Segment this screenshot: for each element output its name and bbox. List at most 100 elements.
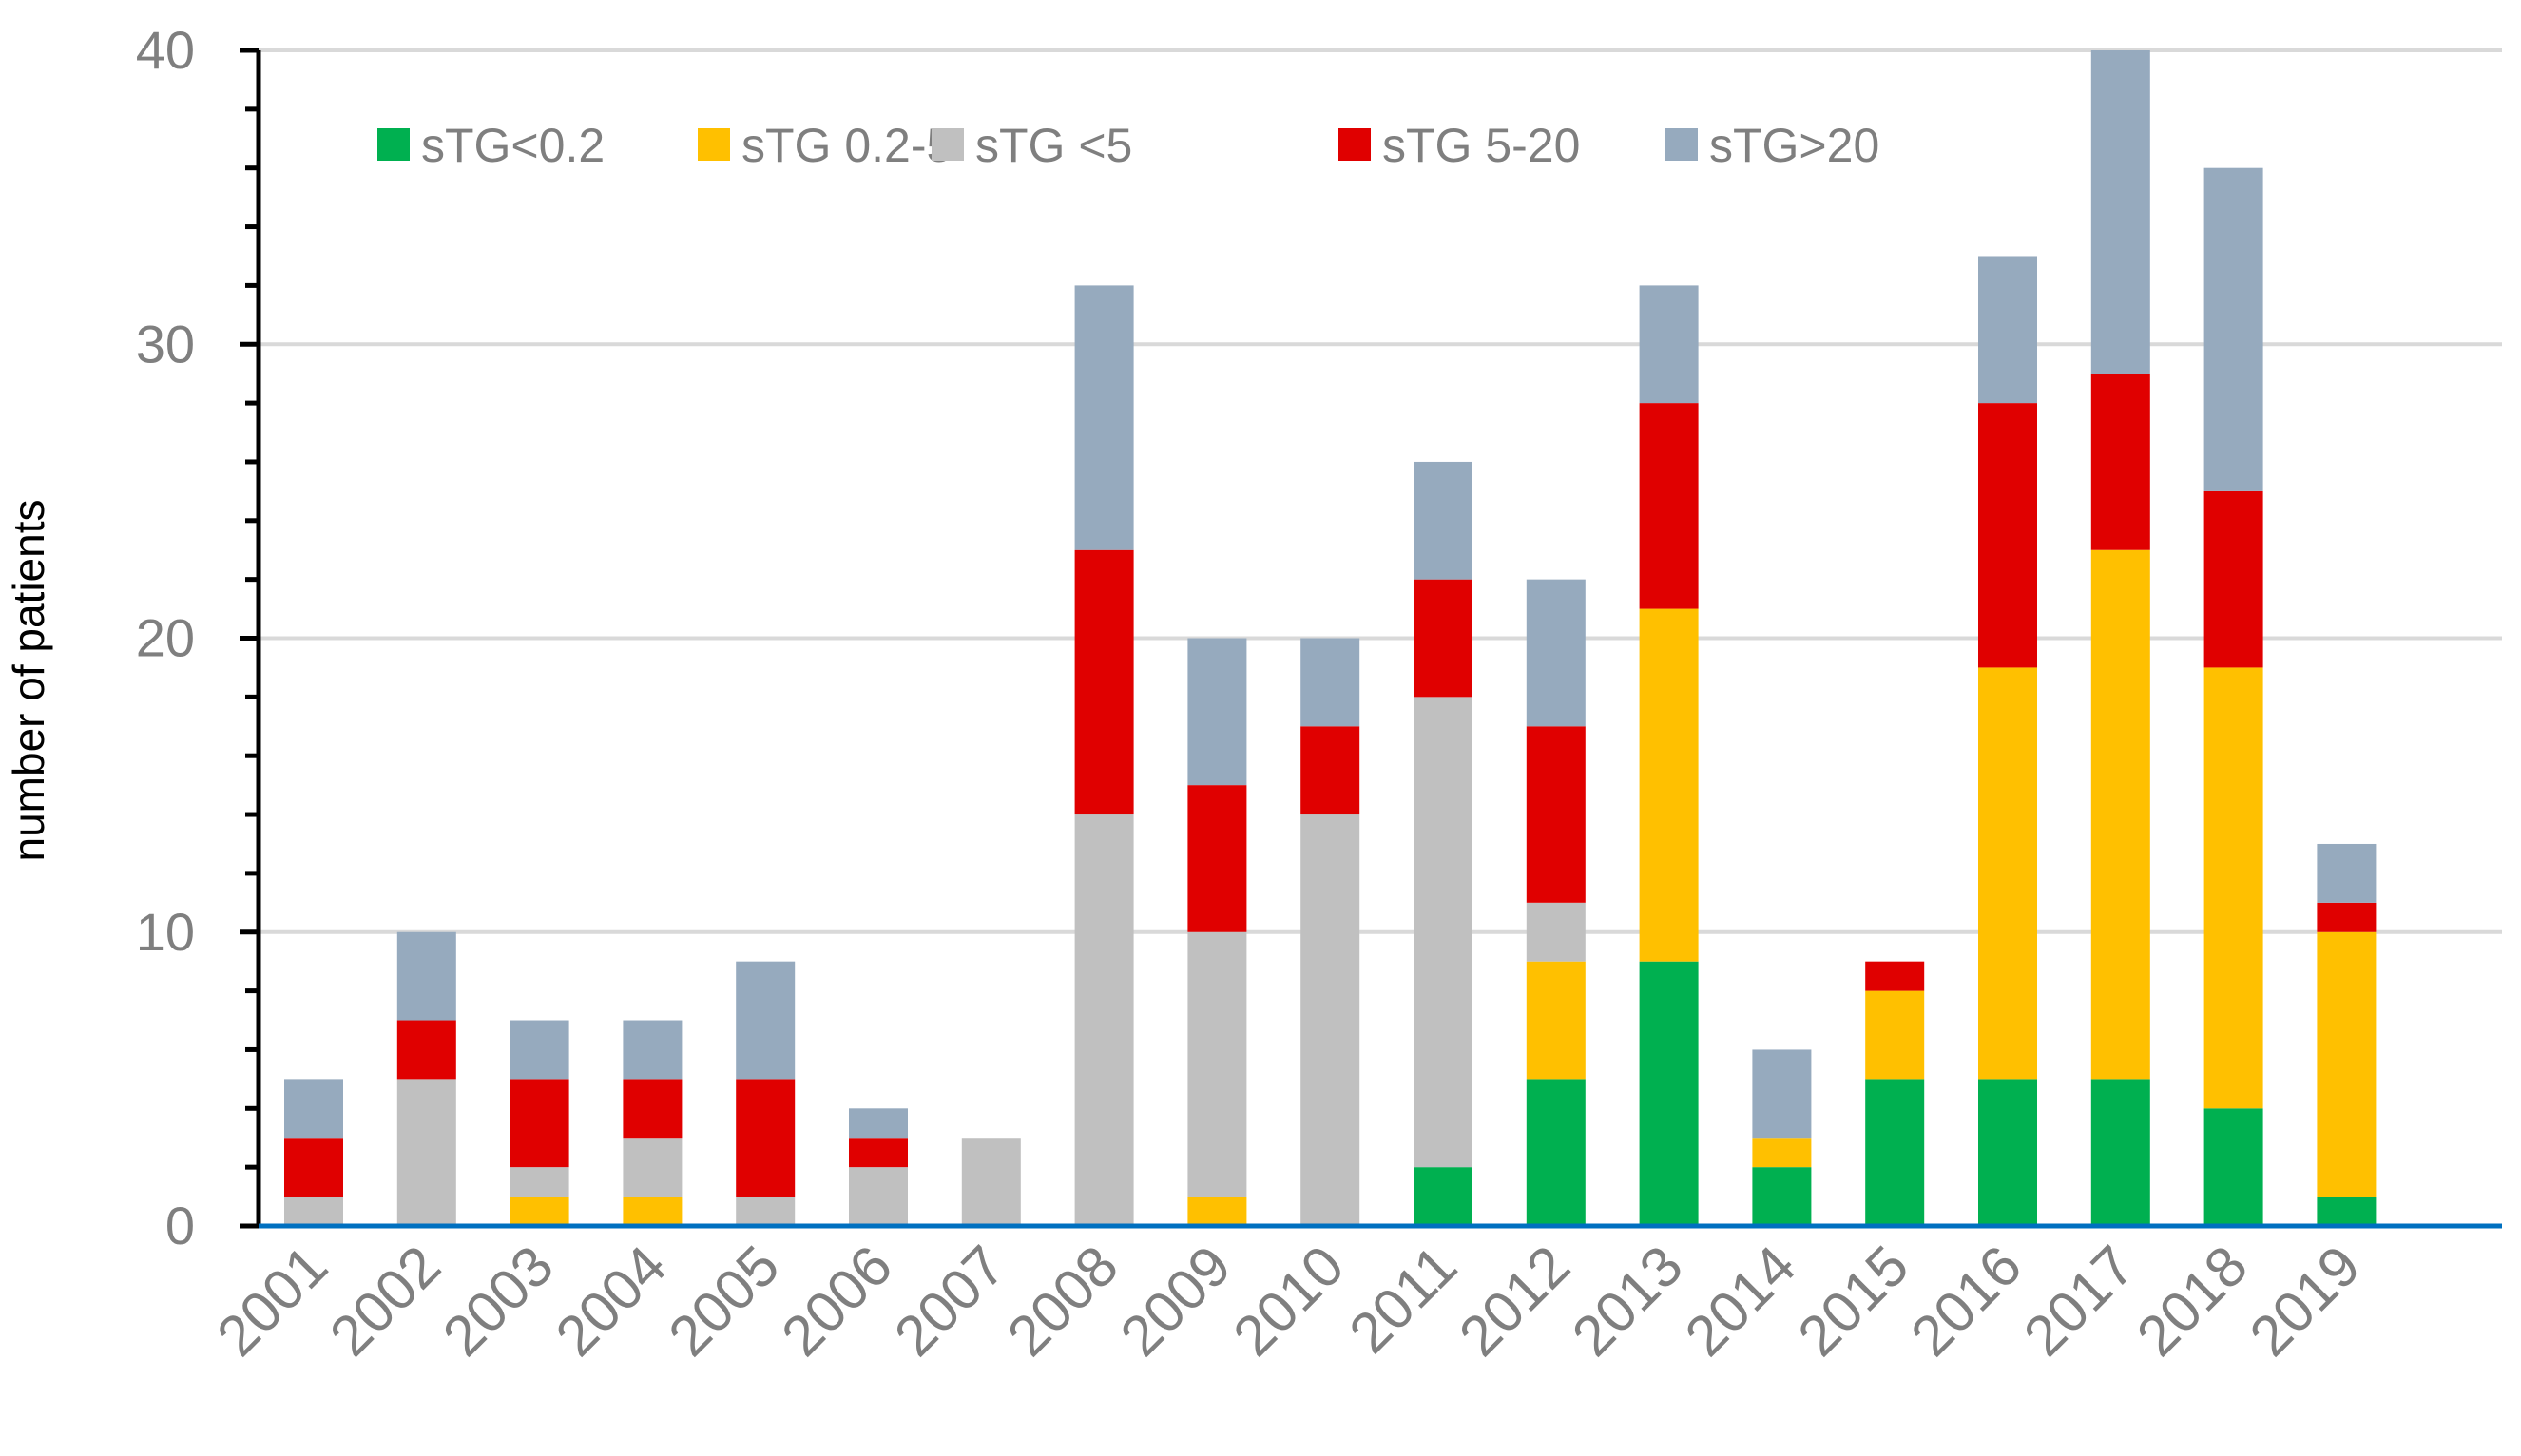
bar-2009-series-4 xyxy=(1187,638,1247,786)
bar-2001-series-2 xyxy=(284,1197,343,1226)
legend-label-4: sTG>20 xyxy=(1709,119,1879,172)
bar-2012-series-2 xyxy=(1526,902,1586,962)
bar-2012-series-0 xyxy=(1526,1079,1586,1226)
legend-label-0: sTG<0.2 xyxy=(421,119,605,172)
bar-2006-series-3 xyxy=(849,1138,908,1168)
bar-2018-series-1 xyxy=(2203,667,2263,1109)
bar-2017-series-1 xyxy=(2090,549,2150,1080)
bar-2013-series-0 xyxy=(1639,961,1699,1226)
gridlines xyxy=(259,48,2502,934)
bar-2011-series-4 xyxy=(1414,461,1472,580)
bar-2004-series-4 xyxy=(623,1020,683,1080)
x-tick-label-2007: 2007 xyxy=(882,1234,1017,1369)
bar-2005-series-3 xyxy=(736,1079,796,1197)
x-tick-label-2009: 2009 xyxy=(1108,1234,1243,1369)
bar-2013-series-4 xyxy=(1639,285,1699,404)
y-tick-labels: 0 10 20 30 40 xyxy=(136,20,195,1255)
bar-2014-series-4 xyxy=(1752,1049,1812,1139)
bar-2003-series-1 xyxy=(510,1197,569,1226)
bar-2017-series-4 xyxy=(2090,50,2150,374)
x-tick-label-2002: 2002 xyxy=(318,1234,452,1369)
bar-2008-series-4 xyxy=(1074,285,1134,550)
axes xyxy=(240,48,2502,1229)
y-axis-title: number of patients xyxy=(4,499,53,861)
bar-2002-series-3 xyxy=(396,1020,456,1080)
bar-2015-series-1 xyxy=(1865,990,1925,1080)
bar-2018-series-0 xyxy=(2203,1108,2263,1226)
bar-2017-series-3 xyxy=(2090,374,2150,550)
x-tick-label-2016: 2016 xyxy=(1898,1234,2033,1369)
x-tick-label-2006: 2006 xyxy=(769,1234,904,1369)
bar-2005-series-2 xyxy=(736,1197,796,1226)
bar-2013-series-3 xyxy=(1639,403,1699,609)
bar-2003-series-2 xyxy=(510,1167,569,1197)
bar-2012-series-3 xyxy=(1526,726,1586,903)
bar-2012-series-4 xyxy=(1526,579,1586,727)
x-tick-label-2001: 2001 xyxy=(204,1234,339,1369)
bar-2014-series-0 xyxy=(1752,1167,1812,1226)
x-tick-label-2008: 2008 xyxy=(995,1234,1130,1369)
x-tick-label-2004: 2004 xyxy=(544,1234,679,1369)
bar-2015-series-0 xyxy=(1865,1079,1925,1226)
bars xyxy=(284,50,2377,1226)
x-tick-label-2019: 2019 xyxy=(2238,1234,2373,1369)
bar-2006-series-4 xyxy=(849,1108,908,1139)
bar-2013-series-1 xyxy=(1639,608,1699,962)
bar-2016-series-3 xyxy=(1978,403,2037,668)
bar-2001-series-3 xyxy=(284,1138,343,1197)
bar-2019-series-1 xyxy=(2317,931,2377,1197)
y-tick-label-40: 40 xyxy=(136,20,195,80)
bar-2008-series-3 xyxy=(1074,549,1134,815)
bar-2005-series-4 xyxy=(736,961,796,1080)
legend-swatch-3 xyxy=(1338,128,1371,161)
bar-2016-series-1 xyxy=(1978,667,2037,1080)
bar-2011-series-0 xyxy=(1414,1167,1472,1226)
bar-2019-series-3 xyxy=(2317,902,2377,932)
bar-2014-series-1 xyxy=(1752,1138,1812,1168)
y-tick-label-20: 20 xyxy=(136,608,195,668)
bar-2002-series-2 xyxy=(396,1079,456,1226)
x-tick-labels: 2001200220032004200520062007200820092010… xyxy=(204,1234,2372,1369)
y-tick-label-0: 0 xyxy=(165,1196,195,1255)
bar-2015-series-3 xyxy=(1865,961,1925,991)
x-tick-label-2018: 2018 xyxy=(2125,1234,2260,1369)
legend-label-1: sTG 0.2-5 xyxy=(741,119,953,172)
legend-swatch-1 xyxy=(698,128,730,161)
y-tick-label-30: 30 xyxy=(136,314,195,374)
legend: sTG<0.2 sTG 0.2-5 sTG <5 sTG 5-20 sTG>20 xyxy=(377,119,1879,172)
x-tick-label-2015: 2015 xyxy=(1786,1234,1921,1369)
bar-2018-series-3 xyxy=(2203,490,2263,668)
bar-2008-series-2 xyxy=(1074,814,1134,1226)
x-tick-label-2003: 2003 xyxy=(431,1234,566,1369)
bar-2009-series-2 xyxy=(1187,931,1247,1197)
x-tick-label-2017: 2017 xyxy=(2011,1234,2146,1369)
bar-2010-series-3 xyxy=(1300,726,1360,815)
bar-2017-series-0 xyxy=(2090,1079,2150,1226)
legend-label-3: sTG 5-20 xyxy=(1382,119,1580,172)
bar-2010-series-2 xyxy=(1300,814,1360,1226)
bar-2009-series-1 xyxy=(1187,1197,1247,1226)
bar-2003-series-4 xyxy=(510,1020,569,1080)
bar-2010-series-4 xyxy=(1300,638,1360,727)
x-tick-label-2011: 2011 xyxy=(1337,1234,1470,1366)
x-tick-label-2013: 2013 xyxy=(1560,1234,1695,1369)
bar-2004-series-3 xyxy=(623,1079,683,1139)
y-tick-label-10: 10 xyxy=(136,902,195,962)
bar-2018-series-4 xyxy=(2203,167,2263,491)
bar-2002-series-4 xyxy=(396,931,456,1021)
bar-2019-series-0 xyxy=(2317,1197,2377,1226)
bar-2011-series-3 xyxy=(1414,579,1472,698)
bar-2016-series-4 xyxy=(1978,256,2037,404)
x-tick-label-2014: 2014 xyxy=(1673,1234,1808,1369)
bar-2016-series-0 xyxy=(1978,1079,2037,1226)
legend-swatch-4 xyxy=(1665,128,1698,161)
x-tick-label-2010: 2010 xyxy=(1222,1234,1357,1369)
bar-2003-series-3 xyxy=(510,1079,569,1168)
bar-2001-series-4 xyxy=(284,1079,343,1139)
bar-2004-series-1 xyxy=(623,1197,683,1226)
bar-2009-series-3 xyxy=(1187,785,1247,932)
x-tick-label-2012: 2012 xyxy=(1447,1234,1582,1369)
bar-2012-series-1 xyxy=(1526,961,1586,1080)
